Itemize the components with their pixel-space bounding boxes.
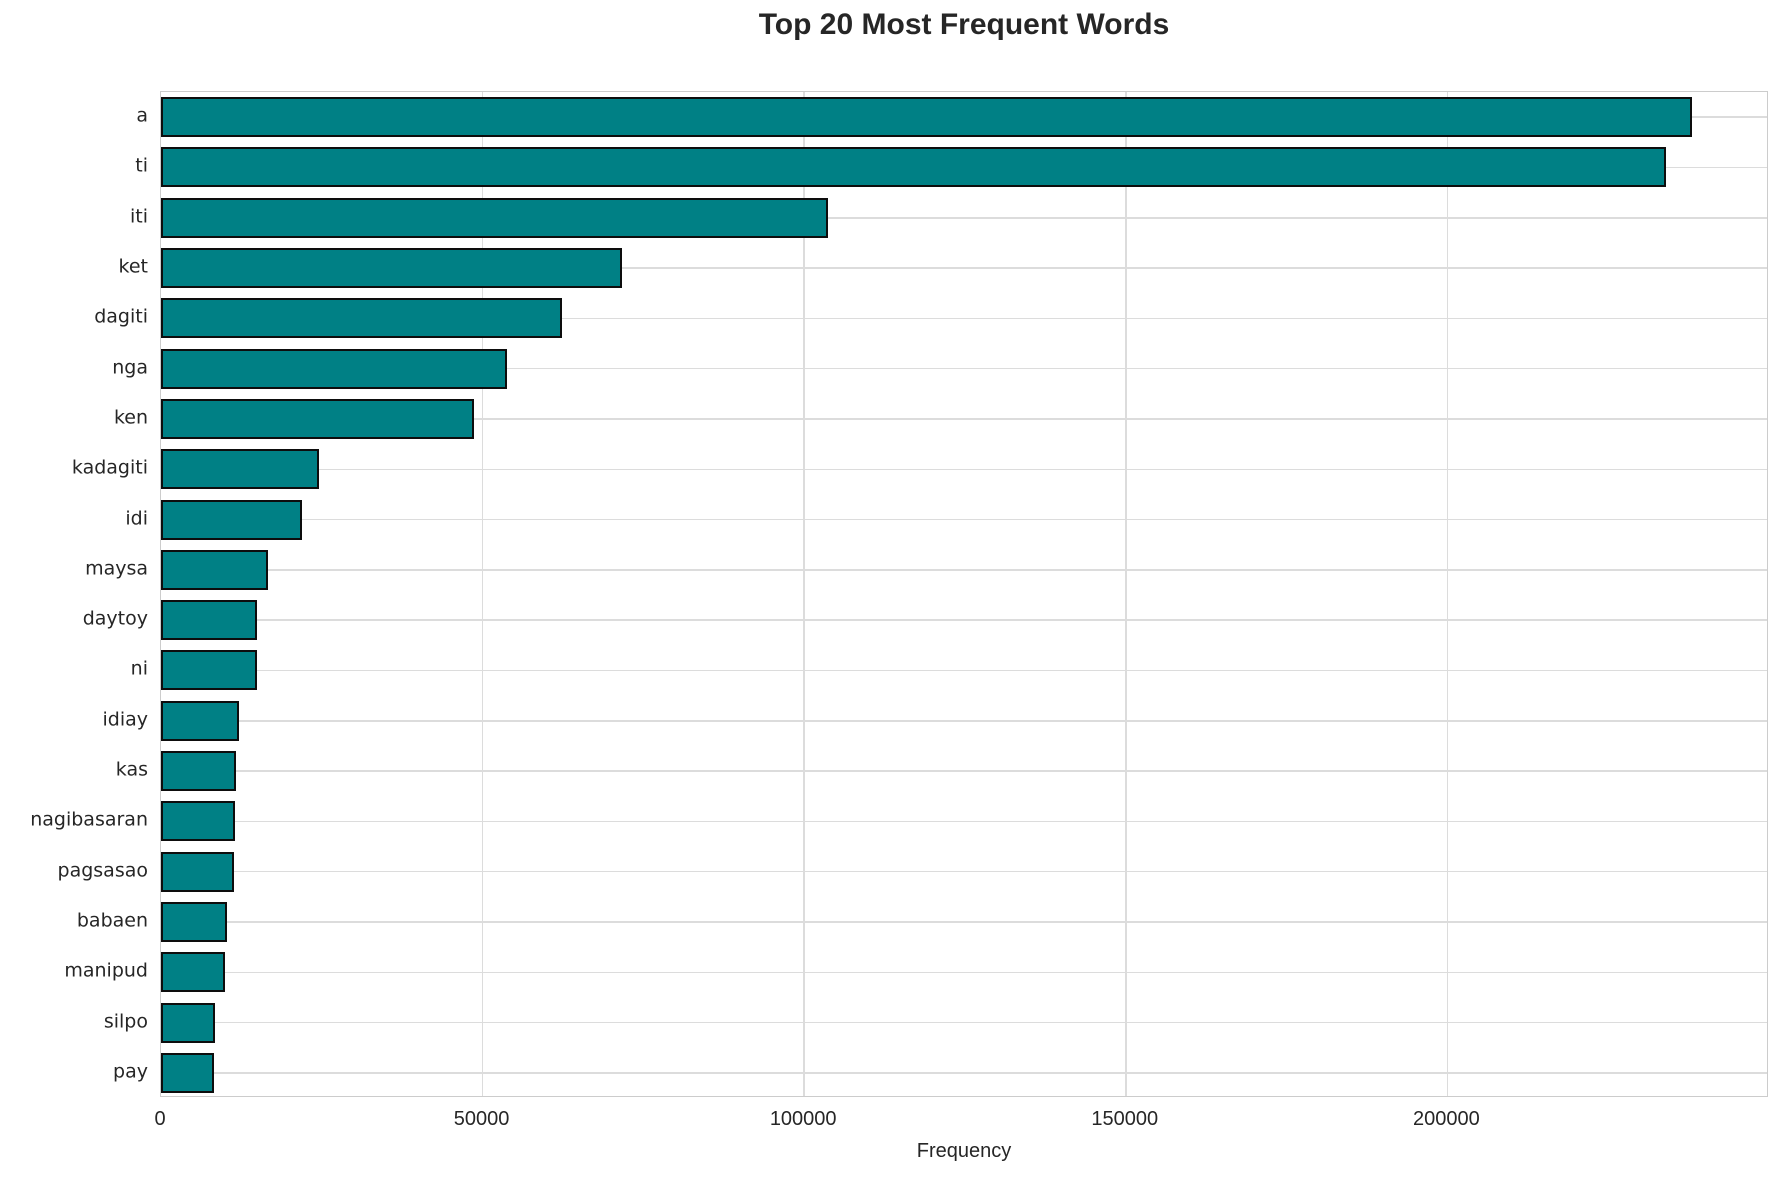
y-tick-label: nga <box>112 356 148 379</box>
y-tick-label: kadagiti <box>71 456 148 479</box>
y-tick-label: iti <box>129 205 148 228</box>
y-gridline <box>161 669 1767 672</box>
y-tick-label: nagibasaran <box>30 808 148 831</box>
y-tick-label: idi <box>125 507 148 530</box>
bar-ket <box>161 248 623 289</box>
y-gridline <box>161 367 1767 370</box>
y-gridline <box>161 1072 1767 1074</box>
y-gridline <box>161 619 1767 621</box>
y-tick-label: ket <box>118 255 148 278</box>
bar-ni <box>161 650 257 691</box>
y-gridline <box>161 418 1767 420</box>
bar-idi <box>161 499 302 540</box>
x-tick-label: 50000 <box>453 1108 510 1130</box>
y-tick-label: daytoy <box>82 607 148 630</box>
bar-idiay <box>161 700 239 741</box>
x-tick-label: 150000 <box>1091 1108 1159 1130</box>
y-tick-label: idiay <box>102 708 148 731</box>
bar-iti <box>161 197 828 238</box>
bar-babaen <box>161 901 227 942</box>
y-tick-label: babaen <box>76 909 148 932</box>
y-gridline <box>161 1021 1767 1024</box>
x-tick-label: 100000 <box>769 1108 837 1130</box>
y-tick-label: ti <box>135 154 148 177</box>
bar-nga <box>161 348 508 389</box>
chart-title: Top 20 Most Frequent Words <box>758 8 1170 41</box>
bar-kas <box>161 751 236 792</box>
bar-dagiti <box>161 298 563 339</box>
y-tick-label: manipud <box>64 959 148 982</box>
x-gridline <box>1446 92 1449 1096</box>
bar-a <box>161 97 1692 138</box>
x-gridline <box>803 92 805 1096</box>
y-tick-label: kas <box>115 758 148 781</box>
x-gridline <box>481 92 484 1096</box>
y-gridline <box>161 770 1767 772</box>
y-gridline <box>161 317 1767 320</box>
x-tick-label: 200000 <box>1413 1108 1480 1130</box>
y-tick-label: a <box>136 104 148 127</box>
y-tick-label: ken <box>113 406 148 429</box>
y-gridline <box>161 921 1767 923</box>
y-tick-label: ni <box>130 657 148 680</box>
y-gridline <box>161 267 1767 269</box>
bar-ken <box>161 398 474 439</box>
x-gridline <box>1125 92 1127 1096</box>
y-tick-label: pay <box>113 1060 148 1083</box>
bar-maysa <box>161 549 268 590</box>
y-tick-label: silpo <box>103 1010 148 1033</box>
y-gridline <box>161 820 1767 823</box>
y-tick-label: maysa <box>85 557 148 580</box>
plot-area <box>160 91 1768 1097</box>
y-gridline <box>161 468 1767 470</box>
y-gridline <box>161 518 1767 521</box>
bar-kadagiti <box>161 449 319 490</box>
bar-ti <box>161 147 1667 188</box>
y-tick-label: dagiti <box>94 305 148 328</box>
y-gridline <box>161 971 1767 973</box>
x-axis-title: Frequency <box>916 1140 1012 1162</box>
y-gridline <box>161 870 1767 873</box>
bar-daytoy <box>161 600 258 641</box>
y-gridline <box>161 720 1767 722</box>
bar-pagsasao <box>161 851 235 892</box>
bar-nagibasaran <box>161 801 235 842</box>
bar-silpo <box>161 1002 216 1043</box>
y-tick-label: pagsasao <box>57 859 148 882</box>
y-gridline <box>161 217 1767 219</box>
bar-manipud <box>161 952 226 993</box>
y-gridline <box>161 569 1767 571</box>
bar-pay <box>161 1052 215 1093</box>
x-tick-label: 0 <box>154 1108 166 1130</box>
